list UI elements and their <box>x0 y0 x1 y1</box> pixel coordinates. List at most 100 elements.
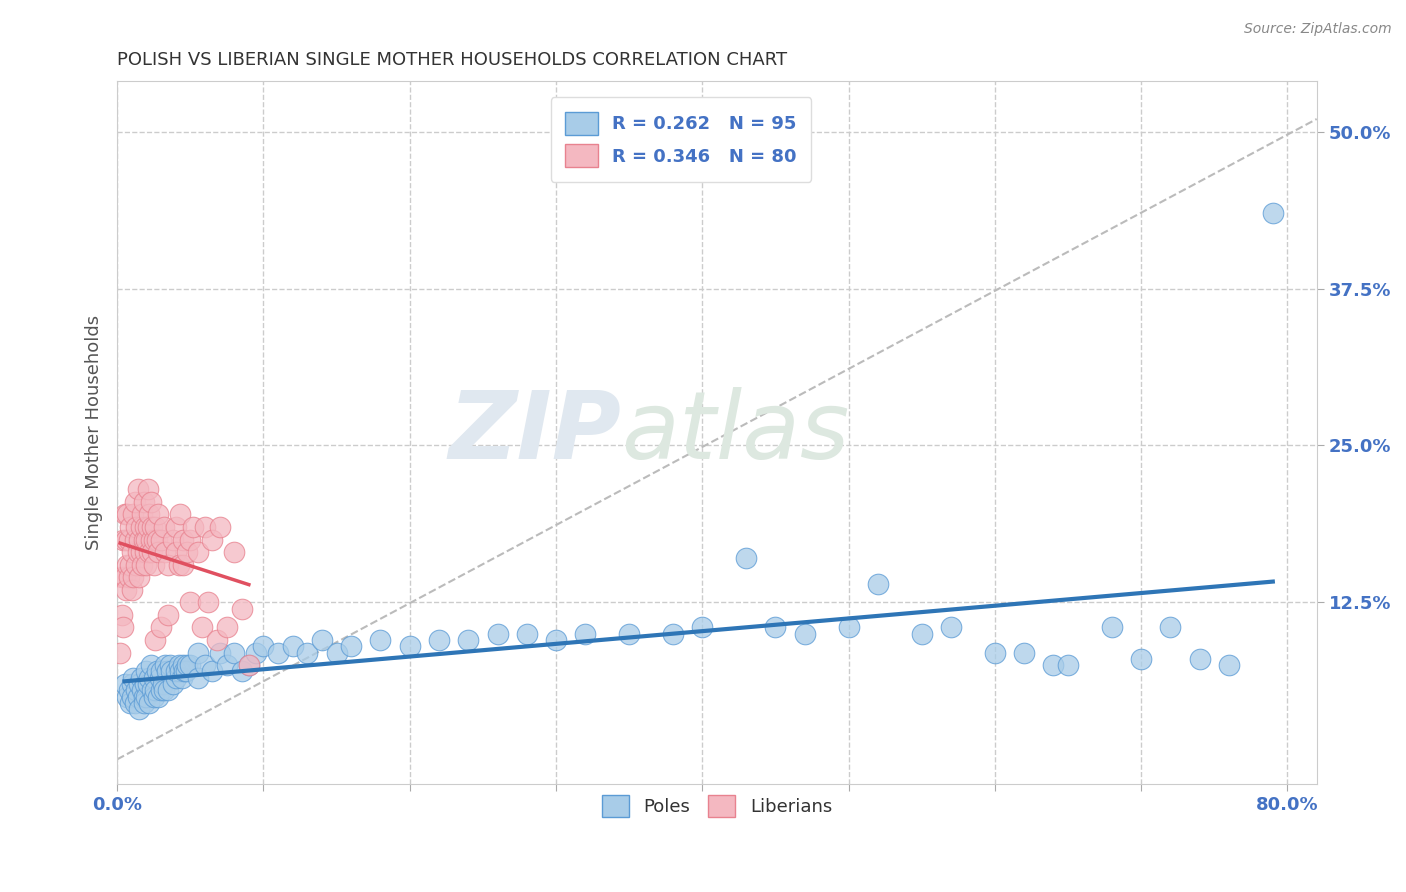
Point <box>155 658 177 673</box>
Point <box>224 545 246 559</box>
Point <box>125 520 148 534</box>
Point <box>127 483 149 497</box>
Point <box>117 558 139 572</box>
Point <box>162 677 184 691</box>
Point <box>325 646 347 660</box>
Point <box>427 633 450 648</box>
Point <box>142 671 165 685</box>
Point <box>150 683 173 698</box>
Point <box>187 646 209 660</box>
Point <box>1159 620 1181 634</box>
Point <box>112 620 135 634</box>
Point <box>121 582 143 597</box>
Point <box>208 646 231 660</box>
Point <box>117 508 139 522</box>
Point <box>1188 652 1211 666</box>
Point <box>165 671 187 685</box>
Point <box>121 677 143 691</box>
Legend: Poles, Liberians: Poles, Liberians <box>595 789 839 824</box>
Point <box>129 545 152 559</box>
Point <box>134 545 156 559</box>
Point <box>205 633 228 648</box>
Point <box>146 545 169 559</box>
Point <box>238 658 260 673</box>
Point <box>167 558 190 572</box>
Point <box>662 627 685 641</box>
Point <box>124 495 146 509</box>
Point <box>197 595 219 609</box>
Point <box>129 671 152 685</box>
Point <box>142 690 165 704</box>
Point <box>281 640 304 654</box>
Point <box>692 620 714 634</box>
Point <box>231 665 253 679</box>
Point <box>215 658 238 673</box>
Point <box>169 665 191 679</box>
Point <box>544 633 567 648</box>
Point <box>127 690 149 704</box>
Point <box>138 671 160 685</box>
Point <box>145 533 167 547</box>
Point <box>157 558 180 572</box>
Point <box>124 696 146 710</box>
Point <box>169 508 191 522</box>
Point <box>167 658 190 673</box>
Point <box>135 533 157 547</box>
Point <box>224 646 246 660</box>
Point <box>153 520 176 534</box>
Point <box>267 646 290 660</box>
Point <box>187 671 209 685</box>
Point <box>174 665 197 679</box>
Point <box>125 683 148 698</box>
Point <box>125 558 148 572</box>
Point <box>120 520 142 534</box>
Point <box>141 545 163 559</box>
Point <box>215 620 238 634</box>
Point <box>984 646 1007 660</box>
Point <box>617 627 640 641</box>
Point <box>146 508 169 522</box>
Point <box>1130 652 1153 666</box>
Point <box>136 483 159 497</box>
Point <box>157 683 180 698</box>
Point <box>118 570 141 584</box>
Point <box>370 633 392 648</box>
Point <box>132 690 155 704</box>
Point <box>1101 620 1123 634</box>
Point <box>838 620 860 634</box>
Point <box>131 508 153 522</box>
Point <box>297 646 319 660</box>
Point <box>162 533 184 547</box>
Point <box>135 690 157 704</box>
Text: ZIP: ZIP <box>449 387 621 479</box>
Point <box>208 520 231 534</box>
Point <box>153 683 176 698</box>
Point <box>252 640 274 654</box>
Point <box>155 545 177 559</box>
Point <box>136 677 159 691</box>
Point <box>121 545 143 559</box>
Point <box>110 607 132 622</box>
Point <box>120 696 142 710</box>
Point <box>131 683 153 698</box>
Point <box>1042 658 1064 673</box>
Point <box>765 620 787 634</box>
Point <box>115 582 138 597</box>
Point <box>141 683 163 698</box>
Point <box>143 683 166 698</box>
Point <box>142 558 165 572</box>
Point <box>457 633 479 648</box>
Point <box>122 671 145 685</box>
Point <box>1218 658 1240 673</box>
Point <box>191 620 214 634</box>
Point <box>201 533 224 547</box>
Point <box>114 570 136 584</box>
Point <box>194 658 217 673</box>
Point <box>117 690 139 704</box>
Point <box>179 533 201 547</box>
Point <box>165 545 187 559</box>
Point <box>121 690 143 704</box>
Point <box>866 576 889 591</box>
Point <box>152 677 174 691</box>
Point <box>160 665 183 679</box>
